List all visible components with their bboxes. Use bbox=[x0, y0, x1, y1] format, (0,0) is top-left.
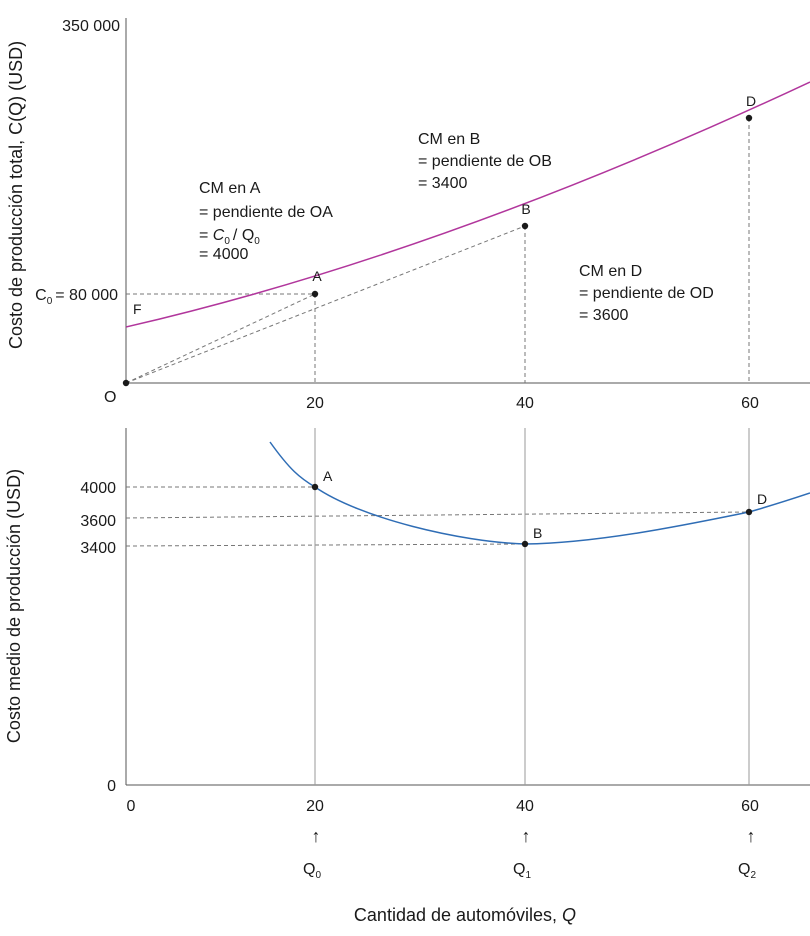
bottom-x-tick-20: 20 bbox=[306, 798, 324, 815]
top-x-tick-40: 40 bbox=[516, 395, 534, 412]
ray-oa bbox=[125, 293, 316, 384]
cm-a-c: C bbox=[213, 227, 225, 244]
cm-b-line-3: = 3400 bbox=[418, 175, 467, 192]
top-x-tick-60: 60 bbox=[741, 395, 759, 412]
cm-a-c-sub: 0 bbox=[224, 236, 230, 247]
bottom-x-axis-title: Cantidad de automóviles, Q bbox=[354, 905, 576, 925]
q0-letter: Q bbox=[303, 861, 315, 878]
bottom-point-b bbox=[521, 540, 529, 548]
q1-sub: 1 bbox=[525, 870, 531, 881]
bottom-point-a-label: A bbox=[323, 468, 333, 484]
cm-a-slash-q: / Q bbox=[233, 227, 254, 244]
cm-a-line-4: = 4000 bbox=[199, 246, 248, 263]
origin-point bbox=[122, 379, 130, 387]
total-cost-curve bbox=[125, 81, 810, 328]
bottom-point-d bbox=[745, 508, 753, 516]
annotation-cm-a: CM en A = pendiente de OA = C0/ Q0 = 400… bbox=[199, 180, 333, 263]
top-x-tick-20: 20 bbox=[306, 395, 324, 412]
top-panel: 350 000 C0 = 80 000 O F 20 40 60 A B D CM… bbox=[6, 18, 810, 412]
q1-label: Q1 bbox=[513, 861, 531, 881]
top-point-a-label: A bbox=[312, 268, 322, 284]
cm-a-line-3: = C0/ Q0 bbox=[199, 227, 260, 247]
cm-d-line-2: = pendiente de OD bbox=[579, 285, 714, 302]
q2-letter: Q bbox=[738, 861, 750, 878]
q2-sub: 2 bbox=[750, 870, 756, 881]
bottom-y-tick-3400: 3400 bbox=[80, 540, 116, 557]
bottom-point-d-label: D bbox=[757, 491, 767, 507]
cm-a-q-sub: 0 bbox=[254, 236, 260, 247]
bottom-panel: 4000 3600 3400 0 0 20 40 60 A B D ↑ ↑ ↑ … bbox=[4, 428, 810, 925]
q0-sub: 0 bbox=[315, 870, 321, 881]
guide-3400-horizontal bbox=[125, 543, 526, 547]
bottom-y-axis-title: Costo medio de producción (USD) bbox=[4, 469, 24, 743]
top-point-b-label: B bbox=[521, 201, 530, 217]
q0-label: Q0 bbox=[303, 861, 321, 881]
intercept-label: F bbox=[133, 301, 142, 317]
annotation-cm-d: CM en D = pendiente de OD = 3600 bbox=[579, 263, 714, 324]
cm-d-line-3: = 3600 bbox=[579, 307, 628, 324]
x-axis-title-var: Q bbox=[562, 905, 576, 925]
annotation-cm-b: CM en B = pendiente de OB = 3400 bbox=[418, 131, 552, 192]
bottom-x-tick-0: 0 bbox=[127, 798, 136, 815]
bottom-x-tick-60: 60 bbox=[741, 798, 759, 815]
bottom-point-b-label: B bbox=[533, 525, 542, 541]
q2-arrow: ↑ bbox=[747, 826, 756, 846]
guide-3600-horizontal bbox=[125, 511, 750, 519]
c0-symbol: C bbox=[35, 287, 47, 304]
c0-subscript: 0 bbox=[47, 296, 53, 307]
top-point-a bbox=[311, 290, 319, 298]
origin-label: O bbox=[104, 389, 116, 406]
cm-b-line-1: CM en B bbox=[418, 131, 480, 148]
bottom-point-a bbox=[311, 483, 319, 491]
top-y-tick-max: 350 000 bbox=[62, 18, 120, 35]
ray-ob bbox=[125, 225, 526, 384]
cm-a-line-2: = pendiente de OA bbox=[199, 204, 333, 221]
cm-a-line-1: CM en A bbox=[199, 180, 261, 197]
x-axis-title-text: Cantidad de automóviles, bbox=[354, 905, 562, 925]
q1-letter: Q bbox=[513, 861, 525, 878]
q1-arrow: ↑ bbox=[522, 826, 531, 846]
c0-value: = 80 000 bbox=[55, 287, 118, 304]
top-point-b bbox=[521, 222, 529, 230]
bottom-y-tick-4000: 4000 bbox=[80, 480, 116, 497]
top-point-d-label: D bbox=[746, 93, 756, 109]
cm-a-eq: = bbox=[199, 227, 213, 244]
top-point-d bbox=[745, 114, 753, 122]
bottom-y-tick-0: 0 bbox=[107, 778, 116, 795]
cm-d-line-1: CM en D bbox=[579, 263, 642, 280]
cm-b-line-2: = pendiente de OB bbox=[418, 153, 552, 170]
q2-label: Q2 bbox=[738, 861, 756, 881]
top-y-axis-title: Costo de producción total, C(Q) (USD) bbox=[6, 41, 26, 349]
bottom-y-tick-3600: 3600 bbox=[80, 513, 116, 530]
c0-tick-label: C0 = 80 000 bbox=[35, 287, 118, 307]
bottom-x-tick-40: 40 bbox=[516, 798, 534, 815]
q0-arrow: ↑ bbox=[312, 826, 321, 846]
